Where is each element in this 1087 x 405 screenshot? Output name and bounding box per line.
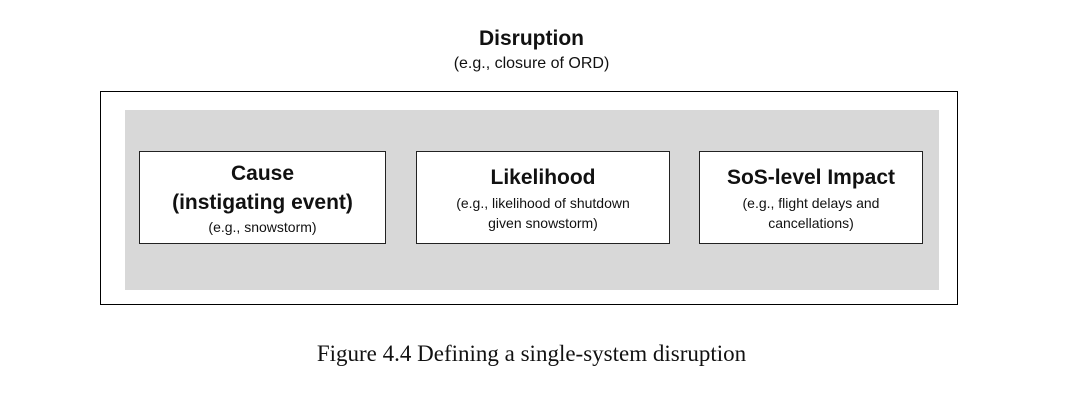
cause-subtitle: (instigating event) [172, 190, 353, 214]
cause-box: Cause (instigating event) (e.g., snowsto… [139, 151, 386, 244]
likelihood-example-line1: (e.g., likelihood of shutdown [456, 194, 630, 211]
disruption-title: Disruption [479, 27, 584, 50]
likelihood-box: Likelihood (e.g., likelihood of shutdown… [416, 151, 670, 244]
likelihood-title: Likelihood [490, 165, 596, 189]
likelihood-example-line2: given snowstorm) [488, 214, 598, 231]
cause-example: (e.g., snowstorm) [208, 218, 317, 235]
disruption-header: Disruption (e.g., closure of ORD) [0, 26, 1063, 75]
cause-title: Cause [230, 161, 295, 185]
disruption-example: (e.g., closure of ORD) [453, 55, 610, 72]
figure-caption: Figure 4.4 Defining a single-system disr… [316, 341, 747, 366]
impact-example-line2: cancellations) [768, 214, 854, 231]
impact-example-line1: (e.g., flight delays and [742, 194, 880, 211]
impact-title: SoS-level Impact [726, 165, 896, 189]
impact-box: SoS-level Impact (e.g., flight delays an… [699, 151, 923, 244]
